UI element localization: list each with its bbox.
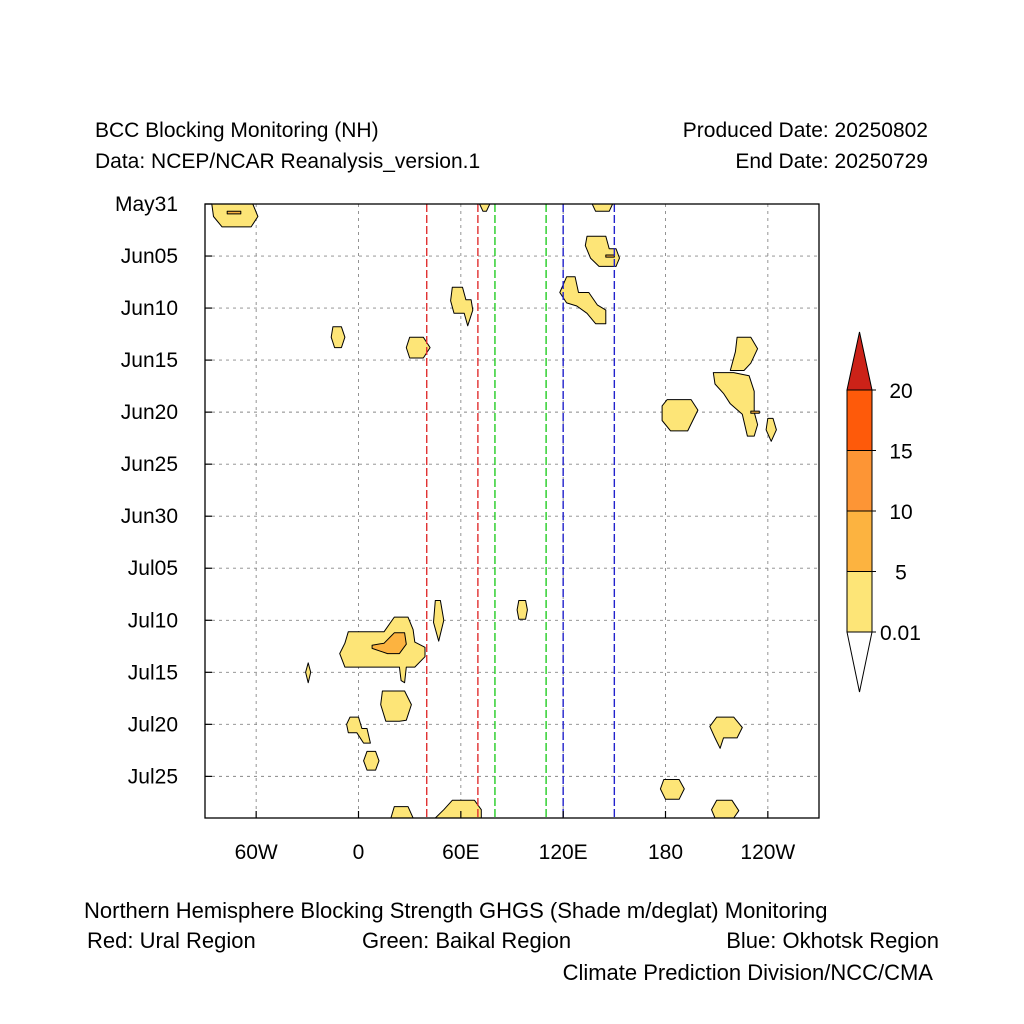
y-tick-label: Jul15 bbox=[128, 661, 178, 684]
blocking-contour bbox=[584, 235, 620, 267]
y-tick-label: Jun25 bbox=[121, 453, 178, 476]
blocking-contour bbox=[434, 799, 482, 818]
y-tick-label: Jul05 bbox=[128, 557, 178, 580]
blocking-contour bbox=[661, 399, 699, 432]
chart-title: BCC Blocking Monitoring (NH) bbox=[95, 119, 379, 142]
y-tick-label: Jun10 bbox=[121, 297, 178, 320]
y-tick-label: Jun05 bbox=[121, 245, 178, 268]
y-tick-label: Jun20 bbox=[121, 401, 178, 424]
x-tick-label: 60E bbox=[442, 841, 479, 864]
footer-red-region: Red: Ural Region bbox=[87, 928, 256, 953]
colorbar-label: 15 bbox=[889, 441, 912, 464]
blocking-contour-strong bbox=[605, 254, 615, 258]
colorbar-under-triangle bbox=[846, 631, 873, 693]
blocking-contour bbox=[433, 600, 445, 642]
blocking-contour bbox=[346, 716, 371, 744]
colorbar-box bbox=[846, 510, 873, 572]
colorbar-over-triangle bbox=[846, 331, 873, 391]
blocking-contour-strong bbox=[750, 410, 760, 414]
colorbar-label: 0.01 bbox=[880, 622, 921, 645]
blocking-contour bbox=[559, 276, 607, 325]
colorbar: 0.01 5 10 15 20 bbox=[846, 331, 921, 693]
produced-date-label: Produced Date: 20250802 bbox=[682, 119, 928, 142]
blocking-contour bbox=[711, 799, 740, 818]
footer-blue-region: Blue: Okhotsk Region bbox=[726, 928, 939, 953]
region-lines bbox=[426, 204, 616, 818]
data-source-label: Data: NCEP/NCAR Reanalysis_version.1 bbox=[95, 150, 481, 173]
footer-green-region: Green: Baikal Region bbox=[362, 928, 572, 953]
x-tick-label: 180 bbox=[648, 841, 683, 864]
x-tick-label: 120W bbox=[740, 841, 795, 864]
x-tick-label: 60W bbox=[235, 841, 278, 864]
blocking-contour bbox=[659, 779, 685, 800]
y-tick-label: Jun30 bbox=[121, 505, 178, 528]
y-tick-label: Jul20 bbox=[128, 713, 178, 736]
blocking-contour bbox=[516, 600, 528, 620]
blocking-contour bbox=[479, 204, 491, 212]
blocking-contour-strong bbox=[371, 632, 407, 655]
blocking-contour bbox=[405, 336, 431, 359]
y-tick-label: Jul25 bbox=[128, 765, 178, 788]
blocking-contour bbox=[330, 326, 346, 349]
end-date-label: End Date: 20250729 bbox=[735, 150, 928, 173]
footer-credit: Climate Prediction Division/NCC/CMA bbox=[562, 960, 933, 985]
y-tick-label: Jun15 bbox=[121, 349, 178, 372]
colorbar-label: 20 bbox=[889, 380, 912, 403]
colorbar-label: 10 bbox=[889, 501, 912, 524]
blocking-contour bbox=[390, 806, 414, 818]
x-tick-label: 120E bbox=[539, 841, 588, 864]
blocking-contour bbox=[211, 204, 259, 228]
colorbar-box bbox=[846, 450, 873, 512]
blocking-contour bbox=[709, 716, 743, 749]
y-tick-label: Jul10 bbox=[128, 609, 178, 632]
plot-frame bbox=[204, 203, 820, 819]
colorbar-label: 5 bbox=[895, 562, 907, 585]
blocking-contour bbox=[380, 690, 412, 722]
blocking-contour bbox=[363, 750, 380, 771]
blocking-contour bbox=[765, 417, 777, 442]
blocking-contour bbox=[591, 204, 614, 212]
blocking-contours bbox=[211, 204, 777, 818]
colorbar-box bbox=[846, 571, 873, 633]
blocking-contour bbox=[712, 372, 759, 437]
axis-ticks: 60W 0 60E 120E 180 120W May31 Jun05 Jun10 Jun15 Ju… bbox=[115, 193, 795, 864]
blocking-contour bbox=[305, 662, 312, 684]
x-tick-label: 0 bbox=[353, 841, 365, 864]
blocking-contour bbox=[450, 286, 474, 327]
blocking-contour-strong bbox=[226, 210, 242, 215]
blocking-contour bbox=[729, 336, 759, 371]
colorbar-box bbox=[846, 389, 873, 451]
y-tick-label: May31 bbox=[115, 193, 178, 216]
footer-description: Northern Hemisphere Blocking Strength GH… bbox=[84, 898, 828, 923]
